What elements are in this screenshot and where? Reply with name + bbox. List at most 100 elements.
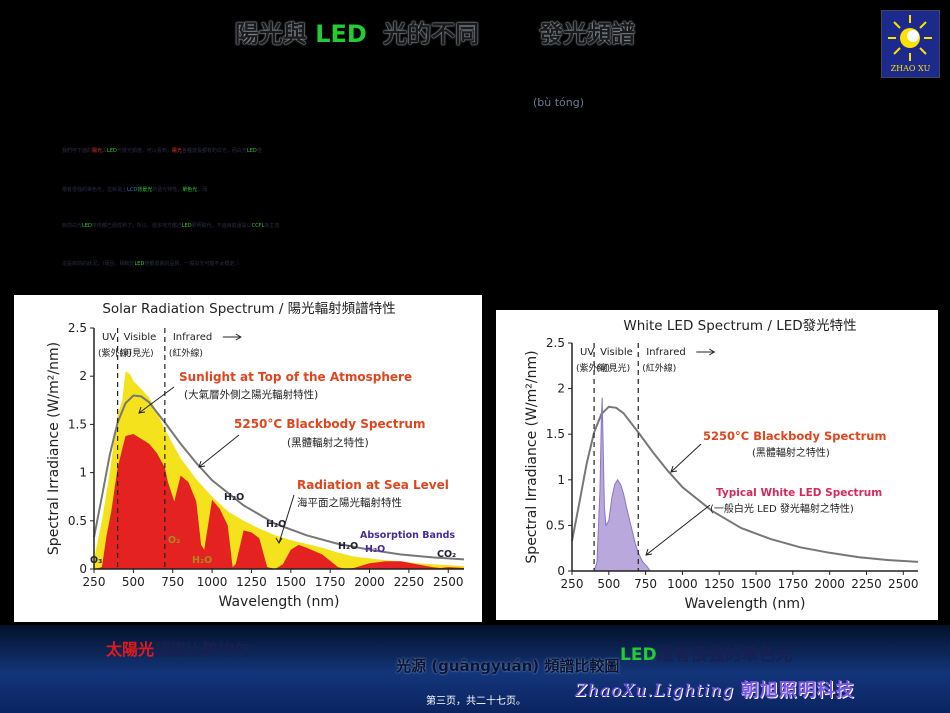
infrared-arrow-icon (222, 333, 242, 341)
x-axis-label: Wavelength (nm) (685, 596, 806, 612)
chart-title: Solar Radiation Spectrum / 陽光輻射頻譜特性 (102, 301, 395, 317)
paragraph-line-4: 這是目前的狀況，（而且，相較於LED燈都很貴的品質，一般白光可能不太穩定。） (62, 260, 242, 267)
x-tick-label: 250 (83, 575, 106, 589)
y-tick-label: 1.5 (68, 417, 87, 431)
paragraph-segment: 的單色光， (82, 187, 108, 193)
led-spectrum-panel: White LED Spectrum / LED發光特性 UV (紫外線) Visib… (496, 310, 938, 620)
absorption-label: O₃ (90, 555, 102, 566)
paragraph-segment: 而白光 (231, 148, 247, 154)
infrared-arrow-icon (696, 348, 716, 356)
paragraph-segment: CCFL (251, 223, 265, 229)
paragraph-segment: LED (181, 223, 192, 229)
paragraph-segment: 燈都很貴的品質，一般白光可能不太穩定。） (144, 261, 242, 267)
paragraph-segment: 可以看到， (146, 148, 172, 154)
paragraph-segment: 單色光 (182, 187, 198, 193)
absorption-label: H₂O (224, 492, 244, 503)
paragraph-segment: 的發光特性， (152, 187, 183, 193)
y-tick-label: 2.5 (546, 336, 565, 350)
paragraph-segment: 燈 (256, 148, 262, 154)
y-tick-label: 2.5 (68, 321, 87, 335)
y-axis-label: Spectral Irradiance (W/m²/nm) (524, 350, 540, 563)
paragraph-segment: 陽光 (171, 148, 182, 154)
slide-title: 陽光與 LED 光的不同 發光頻譜 (234, 20, 636, 48)
absorption-label: CO₂ (437, 549, 456, 560)
paragraph-segment: 為主流 (264, 223, 280, 229)
pointer-arrow-icon (275, 494, 295, 544)
x-tick-label: 2000 (814, 577, 845, 591)
x-tick-label: 1000 (667, 577, 698, 591)
region-sublabel: (紅外線) (169, 347, 203, 359)
x-tick-label: 1500 (741, 577, 772, 591)
series-label: 5250°C Blackbody Spectrum (234, 417, 425, 431)
paragraph-segment: 技術都已經成熟了，所以，很多地方都已 (91, 223, 182, 229)
paragraph-segment: 背景光 (137, 187, 153, 193)
x-tick-label: 2500 (888, 577, 919, 591)
paragraph-line-3: 目前白光LED技術都已經成熟了，所以，很多地方都已LED照明取代，不過目前還是以… (62, 222, 279, 229)
series-area-2 (94, 434, 464, 569)
series-area-1 (593, 397, 651, 572)
series-label: 5250°C Blackbody Spectrum (703, 429, 886, 443)
x-tick-label: 1500 (276, 575, 307, 589)
y-tick-label: 0.5 (68, 514, 87, 528)
pointer-arrow-icon (645, 504, 711, 556)
sun-logo-icon (888, 15, 932, 61)
series-note: (黑體輻射之特性) (287, 436, 369, 449)
x-tick-label: 1750 (315, 575, 346, 589)
region-sublabel: (可見光) (596, 362, 630, 374)
paragraph-segment: 與 (102, 148, 108, 154)
x-tick-label: 1750 (778, 577, 809, 591)
x-tick-label: 2250 (851, 577, 882, 591)
y-tick-label: 2 (79, 369, 87, 383)
paragraph-segment: 照明取代，不過目前還是以 (191, 223, 252, 229)
company-logo (881, 10, 940, 78)
paragraph-line-2: 帶有很強的單色光，這就是上LCD背景光的發光特性，單色光，而 (62, 186, 207, 193)
solar-spectrum-panel: Solar Radiation Spectrum / 陽光輻射頻譜特性 UV (紫外… (14, 295, 482, 622)
brand-name: ZhaoXu.Lighting 朝旭照明科技 (575, 680, 855, 701)
blackbody-curve (571, 405, 919, 563)
logo-text: ZHAO XU (890, 64, 931, 73)
x-tick-label: 750 (634, 577, 657, 591)
x-tick-label: 250 (561, 577, 584, 591)
y-tick-label: 1 (557, 473, 565, 487)
region-label: Visible (124, 332, 157, 343)
x-tick-label: 2000 (354, 575, 385, 589)
paragraph-segment: LED (134, 261, 145, 267)
page-footer: 第三页，共二十七页。 (426, 696, 526, 707)
series-label: Sunlight at Top of the Atmosphere (179, 370, 412, 384)
paragraph-segment: ，而 (197, 187, 208, 193)
region-label: Infrared (173, 332, 212, 343)
paragraph-segment: 帶有很強 (62, 187, 83, 193)
y-tick-label: 0.5 (546, 518, 565, 532)
paragraph-line-1: 我們可下面的陽光與LED光發光頻譜，可以看到，陽光各種波長都有的白光，而白光LE… (62, 147, 262, 154)
paragraph-segment: LED (82, 223, 92, 229)
caption-comparison: 光源 (guāngyuán) 頻譜比較圖 (396, 657, 620, 675)
region-sublabel: (紫外線) (576, 362, 610, 374)
x-tick-label: 1000 (197, 575, 228, 589)
led-spectrum-chart: White LED Spectrum / LED發光特性 UV (紫外線) Visib… (524, 318, 919, 612)
x-tick-label: 500 (122, 575, 145, 589)
series-note: (一般白光 LED 發光輻射之特性) (710, 502, 854, 515)
x-tick-label: 1250 (704, 577, 735, 591)
y-tick-label: 1.5 (546, 427, 565, 441)
bottom-band (0, 625, 950, 713)
series-label: Typical White LED Spectrum (716, 487, 882, 499)
paragraph-segment: LED (246, 148, 257, 154)
x-tick-label: 750 (161, 575, 184, 589)
region-sublabel: (紅外線) (642, 362, 676, 374)
pointer-arrow-icon (670, 443, 702, 473)
paragraph-segment: 這就是上 (107, 187, 128, 193)
y-tick-label: 2 (557, 382, 565, 396)
pointer-arrow-icon (198, 434, 240, 468)
y-tick-label: 0 (79, 562, 87, 576)
x-tick-label: 2500 (433, 575, 464, 589)
paragraph-segment: LCD (127, 187, 138, 193)
region-label: Infrared (646, 347, 685, 358)
paragraph-segment: 這是目前的狀況，（而且，相較於 (62, 261, 135, 267)
caption-sunlight: 太陽光頻譜比較均勻 (106, 640, 251, 659)
x-tick-label: 1250 (236, 575, 267, 589)
series-note: (黑體輻射之特性) (752, 446, 830, 459)
pinyin-note: (bù tóng) (533, 96, 585, 109)
region-sublabel: (紫外線) (98, 347, 132, 359)
region-label: UV (580, 347, 594, 358)
paragraph-segment: 光發光頻譜， (116, 148, 147, 154)
